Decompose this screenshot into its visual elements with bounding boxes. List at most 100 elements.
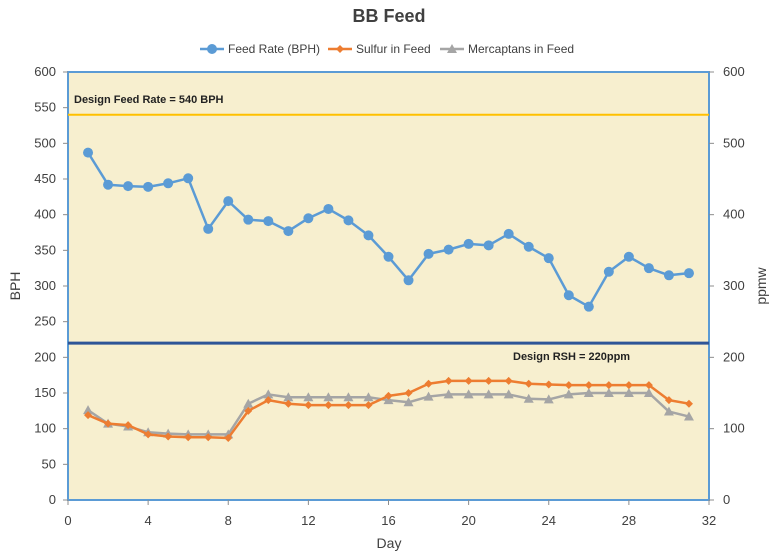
sulfur-point — [104, 419, 113, 428]
sulfur-point — [604, 381, 613, 390]
feed-rate-point — [123, 181, 134, 192]
sulfur-point — [504, 376, 513, 385]
sulfur-point — [684, 399, 693, 408]
feed-rate-point — [443, 244, 454, 255]
feed-rate-point — [223, 196, 234, 207]
feed-rate-point — [663, 270, 674, 281]
feed-rate-point — [183, 173, 194, 184]
legend-item-sulfur: Sulfur in Feed — [328, 42, 431, 56]
legend-item-feed-rate: Feed Rate (BPH) — [200, 42, 320, 56]
feed-rate-point — [403, 275, 414, 286]
sulfur-point — [624, 381, 633, 390]
mercaptans-point — [443, 389, 454, 399]
y-right-tick-label: 100 — [723, 421, 745, 436]
x-tick-label: 28 — [622, 513, 636, 528]
feed-rate-point — [383, 251, 394, 262]
sulfur-point — [464, 376, 473, 385]
sulfur-point — [304, 401, 313, 410]
chart-title: BB Feed — [352, 6, 425, 26]
sulfur-point — [364, 401, 373, 410]
x-tick-label: 4 — [145, 513, 152, 528]
mercaptans-point — [523, 393, 534, 403]
feed-rate-point — [543, 253, 554, 264]
x-tick-label: 32 — [702, 513, 716, 528]
y-right-tick-label: 600 — [723, 64, 745, 79]
feed-rate-point — [643, 263, 654, 274]
sulfur-point — [484, 376, 493, 385]
mercaptans-point — [563, 389, 574, 399]
legend-label: Feed Rate (BPH) — [228, 42, 320, 56]
mercaptans-point — [323, 392, 334, 402]
sulfur-point — [524, 379, 533, 388]
mercaptans-point — [643, 388, 654, 397]
mercaptans-point — [403, 397, 414, 407]
sulfur-point — [204, 433, 213, 442]
feed-rate-point — [243, 214, 254, 225]
feed-rate-point — [283, 226, 294, 237]
feed-rate-point — [163, 178, 174, 189]
mercaptans-point — [363, 392, 374, 402]
legend-swatch-marker — [336, 45, 344, 53]
feed-rate-point — [323, 203, 334, 214]
sulfur-point — [284, 399, 293, 408]
y-left-tick-label: 350 — [34, 242, 56, 257]
sulfur-point — [324, 401, 333, 410]
sulfur-point — [144, 430, 153, 439]
legend-swatch-marker — [447, 44, 457, 53]
mercaptans-point — [463, 389, 474, 399]
feed-rate-point — [503, 228, 514, 239]
mercaptans-point — [543, 394, 554, 404]
legend-label: Mercaptans in Feed — [468, 42, 574, 56]
legend-swatch-marker — [207, 44, 217, 54]
y-left-tick-label: 550 — [34, 100, 56, 115]
feed-rate-point — [603, 266, 614, 277]
design-rsh-label: Design RSH = 220ppm — [513, 351, 630, 363]
sulfur-point — [564, 381, 573, 390]
y-left-tick-label: 50 — [42, 456, 56, 471]
y-left-tick-label: 600 — [34, 64, 56, 79]
sulfur-point — [664, 396, 673, 405]
legend-item-mercaptans: Mercaptans in Feed — [440, 42, 574, 56]
mercaptans-point — [303, 392, 314, 402]
mercaptans-point — [423, 391, 434, 401]
x-tick-label: 16 — [381, 513, 395, 528]
sulfur-point — [644, 381, 653, 390]
y-axis-right-label: ppmw — [753, 266, 769, 304]
y-left-tick-label: 200 — [34, 349, 56, 364]
mercaptans-point — [663, 406, 674, 416]
mercaptans-point — [243, 398, 254, 408]
legend-label: Sulfur in Feed — [356, 42, 431, 56]
sulfur-point — [584, 381, 593, 390]
feed-rate-point — [103, 179, 114, 190]
mercaptans-point — [583, 388, 594, 397]
feed-rate-point — [83, 147, 94, 158]
y-right-tick-label: 500 — [723, 135, 745, 150]
feed-rate-point — [683, 268, 694, 279]
mercaptans-point — [263, 389, 274, 399]
sulfur-point — [124, 421, 133, 430]
sulfur-point — [84, 411, 93, 420]
sulfur-point — [424, 379, 433, 388]
series-sulfur — [84, 376, 693, 442]
feed-rate-point — [263, 216, 274, 227]
mercaptans-point — [623, 388, 634, 397]
y-right-tick-label: 400 — [723, 207, 745, 222]
y-axis-right: 0 100 200 300 400 500 600 — [709, 64, 745, 507]
y-right-tick-label: 300 — [723, 278, 745, 293]
design-feed-label: Design Feed Rate = 540 BPH — [74, 94, 224, 106]
x-axis-label: Day — [377, 535, 402, 551]
plot-area — [67, 71, 710, 501]
feed-rate-point — [463, 238, 474, 249]
y-left-tick-label: 450 — [34, 171, 56, 186]
y-axis-left: 0 50 100 150 200 250 300 350 400 450 500 550 600 — [34, 64, 68, 507]
feed-rate-point — [303, 213, 314, 224]
x-tick-label: 0 — [64, 513, 71, 528]
feed-rate-point — [523, 241, 534, 252]
sulfur-point — [164, 432, 173, 441]
x-tick-label: 12 — [301, 513, 315, 528]
sulfur-point — [384, 391, 393, 400]
feed-rate-point — [483, 240, 494, 251]
mercaptans-point — [483, 389, 494, 399]
mercaptans-point — [603, 388, 614, 397]
reference-lines: Design Feed Rate = 540 BPH Design RSH = 2… — [68, 94, 709, 363]
